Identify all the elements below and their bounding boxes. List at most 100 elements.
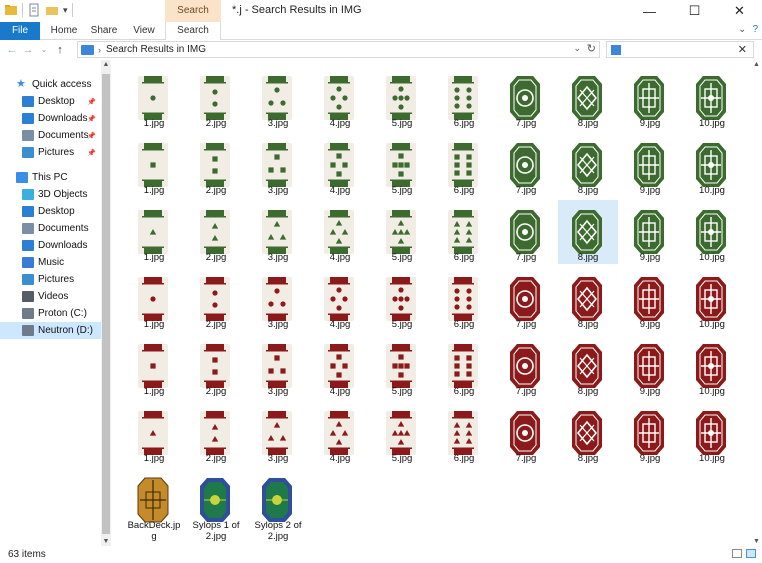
file-item[interactable]: 5.jpg <box>372 401 432 465</box>
file-item[interactable]: 4.jpg <box>310 334 370 398</box>
file-item[interactable]: 4.jpg <box>310 133 370 197</box>
file-item[interactable]: 10.jpg <box>682 66 742 130</box>
file-item[interactable]: 1.jpg <box>124 401 184 465</box>
file-item[interactable]: 7.jpg <box>496 66 556 130</box>
file-item[interactable]: 3.jpg <box>248 401 308 465</box>
scroll-up-icon[interactable]: ▲ <box>753 61 760 68</box>
file-item[interactable]: 4.jpg <box>310 66 370 130</box>
file-item[interactable]: 6.jpg <box>434 66 494 130</box>
file-item[interactable]: 7.jpg <box>496 133 556 197</box>
file-item[interactable]: 4.jpg <box>310 267 370 331</box>
file-item[interactable]: 10.jpg <box>682 267 742 331</box>
file-item[interactable]: 3.jpg <box>248 66 308 130</box>
nav-item-downloads[interactable]: Downloads <box>0 237 101 254</box>
file-item[interactable]: Sylops 1 of 2.jpg <box>186 468 246 544</box>
file-item[interactable]: 3.jpg <box>248 133 308 197</box>
expand-ribbon-icon[interactable]: ⌄ <box>738 24 747 35</box>
tab-search[interactable]: Search <box>165 22 221 40</box>
nav-item-desktop[interactable]: Desktop 📌 <box>0 93 101 110</box>
tab-view[interactable]: View <box>133 25 155 36</box>
back-arrow-icon[interactable]: ← <box>6 43 18 56</box>
file-item[interactable]: 6.jpg <box>434 200 494 264</box>
file-item[interactable]: 1.jpg <box>124 66 184 130</box>
nav-item-proton-c[interactable]: Proton (C:) <box>0 305 101 322</box>
file-item[interactable]: 8.jpg <box>558 200 618 264</box>
file-item[interactable]: 6.jpg <box>434 401 494 465</box>
forward-arrow-icon[interactable]: → <box>22 43 34 56</box>
content-scrollbar[interactable]: ▲ ▼ <box>751 60 762 546</box>
search-input[interactable]: ✕ <box>606 41 754 58</box>
file-item[interactable]: 7.jpg <box>496 334 556 398</box>
file-item[interactable]: 1.jpg <box>124 267 184 331</box>
file-item[interactable]: 1.jpg <box>124 334 184 398</box>
file-item[interactable]: 9.jpg <box>620 334 680 398</box>
scroll-down-icon[interactable]: ▼ <box>753 538 760 545</box>
file-item[interactable]: 10.jpg <box>682 401 742 465</box>
scroll-down-icon[interactable]: ▼ <box>102 538 110 545</box>
file-item[interactable]: 2.jpg <box>186 133 246 197</box>
pin-icon[interactable]: 📌 <box>87 132 96 140</box>
file-item[interactable]: 9.jpg <box>620 401 680 465</box>
file-item[interactable]: BackDeck.jp g <box>124 468 184 544</box>
nav-item-this-pc[interactable]: This PC <box>0 169 101 186</box>
nav-item-3d-objects[interactable]: 3D Objects <box>0 186 101 203</box>
file-item[interactable]: 7.jpg <box>496 401 556 465</box>
file-item[interactable]: 2.jpg <box>186 200 246 264</box>
file-item[interactable]: 8.jpg <box>558 66 618 130</box>
file-item[interactable]: 2.jpg <box>186 334 246 398</box>
file-item[interactable]: 4.jpg <box>310 200 370 264</box>
file-item[interactable]: 10.jpg <box>682 334 742 398</box>
file-item[interactable]: 9.jpg <box>620 200 680 264</box>
file-item[interactable]: 9.jpg <box>620 267 680 331</box>
file-item[interactable]: 8.jpg <box>558 401 618 465</box>
tab-home[interactable]: Home <box>50 25 78 36</box>
new-folder-icon[interactable] <box>45 3 59 17</box>
tab-file[interactable]: File <box>0 22 40 40</box>
file-item[interactable]: 3.jpg <box>248 200 308 264</box>
file-item[interactable]: 6.jpg <box>434 267 494 331</box>
file-item[interactable]: 10.jpg <box>682 200 742 264</box>
folder-icon[interactable] <box>4 3 18 17</box>
file-item[interactable]: 8.jpg <box>558 334 618 398</box>
pin-icon[interactable]: 📌 <box>87 115 96 123</box>
nav-item-neutron-d[interactable]: Neutron (D:) <box>0 322 101 339</box>
file-item[interactable]: Sylops 2 of 2.jpg <box>248 468 308 544</box>
file-item[interactable]: 5.jpg <box>372 267 432 331</box>
file-item[interactable]: 4.jpg <box>310 401 370 465</box>
file-item[interactable]: 5.jpg <box>372 66 432 130</box>
nav-scrollbar-thumb[interactable] <box>102 74 110 534</box>
customize-toolbar-icon[interactable]: ▾ <box>63 4 68 15</box>
close-button[interactable]: ✕ <box>734 3 745 18</box>
help-icon[interactable]: ? <box>752 24 758 35</box>
file-item[interactable]: 5.jpg <box>372 334 432 398</box>
recent-locations-icon[interactable]: ⌄ <box>40 45 48 54</box>
chevron-right-icon[interactable]: › <box>98 44 101 55</box>
nav-item-quick-access[interactable]: ★ Quick access <box>0 76 101 93</box>
file-item[interactable]: 3.jpg <box>248 267 308 331</box>
file-item[interactable]: 3.jpg <box>248 334 308 398</box>
nav-item-documents[interactable]: Documents <box>0 220 101 237</box>
tab-share[interactable]: Share <box>90 25 118 36</box>
file-item[interactable]: 7.jpg <box>496 267 556 331</box>
file-item[interactable]: 1.jpg <box>124 200 184 264</box>
nav-item-desktop[interactable]: Desktop <box>0 203 101 220</box>
address-bar[interactable]: › Search Results in IMG ⌄ ↻ <box>77 41 600 58</box>
file-item[interactable]: 7.jpg <box>496 200 556 264</box>
file-item[interactable]: 6.jpg <box>434 133 494 197</box>
file-item[interactable]: 8.jpg <box>558 267 618 331</box>
maximize-button[interactable]: ☐ <box>688 3 701 18</box>
chevron-down-icon[interactable]: ⌄ <box>573 43 581 53</box>
file-item[interactable]: 2.jpg <box>186 66 246 130</box>
file-item[interactable]: 5.jpg <box>372 200 432 264</box>
address-path[interactable]: Search Results in IMG <box>106 44 207 55</box>
large-icons-view-icon[interactable] <box>746 549 756 558</box>
properties-icon[interactable] <box>27 3 41 17</box>
file-item[interactable]: 9.jpg <box>620 66 680 130</box>
file-item[interactable]: 2.jpg <box>186 267 246 331</box>
nav-item-documents[interactable]: Documents 📌 <box>0 127 101 144</box>
nav-item-pictures[interactable]: Pictures <box>0 271 101 288</box>
refresh-icon[interactable]: ↻ <box>586 43 596 55</box>
scroll-up-icon[interactable]: ▲ <box>102 61 110 68</box>
clear-search-icon[interactable]: ✕ <box>737 44 747 56</box>
pin-icon[interactable]: 📌 <box>87 98 96 106</box>
